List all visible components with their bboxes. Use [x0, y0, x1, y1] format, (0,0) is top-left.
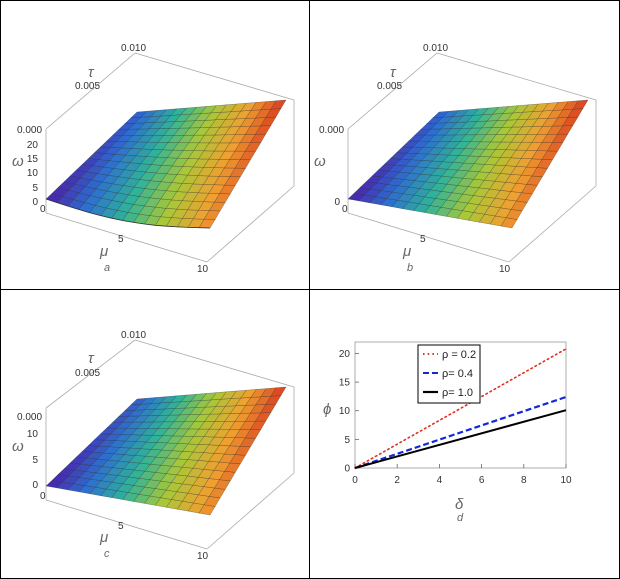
box-edge: [134, 339, 295, 388]
panel-c-ticks: 0 5 10 0.000 0.005 0.010 0 5 10: [17, 330, 209, 562]
panel-d-delta-label: δ: [455, 496, 464, 513]
mu-tick-label: 5: [118, 521, 124, 532]
legend-items: ρ = 0.2 ρ= 0.4 ρ= 1.0: [423, 349, 476, 399]
tau-tick-label: 0.000: [17, 412, 42, 423]
y-tick-label: 10: [339, 406, 351, 417]
mu-tick-label: 10: [197, 264, 209, 275]
box-edge: [134, 52, 295, 101]
x-tick-label: 0: [352, 475, 358, 486]
panel-a-mu-label: μ: [99, 243, 108, 260]
x-tick-label: 10: [560, 475, 572, 486]
surface-patch: [270, 386, 287, 397]
mu-tick-label: 0: [40, 204, 46, 215]
tau-tick-label: 0.005: [377, 81, 402, 92]
box-edge: [45, 339, 136, 409]
y-tick-label: 0: [344, 464, 350, 475]
mu-tick-label: 5: [420, 234, 426, 245]
omega-tick-label: 0: [32, 197, 38, 208]
omega-tick-label: 15: [27, 154, 39, 165]
surface-patch: [270, 99, 287, 110]
panel-d-ticks: 0 2 4 6 8 10 0 5 10 15 20: [339, 349, 572, 486]
x-tick-label: 4: [437, 475, 443, 486]
panel-c-label: c: [104, 548, 110, 560]
tau-tick-label: 0.010: [121, 330, 146, 341]
panel-d-plot-frame: [354, 341, 567, 469]
series-line-2: [354, 395, 567, 470]
tau-tick-label: 0.000: [319, 125, 344, 136]
mu-tick-label: 10: [197, 551, 209, 562]
box-edge: [45, 499, 208, 550]
series-line-1: [354, 348, 567, 469]
box-edge: [45, 52, 136, 130]
y-tick-label: 15: [339, 378, 351, 389]
tau-tick-label: 0.005: [75, 368, 100, 379]
panel-d-series: [354, 348, 567, 470]
tau-tick-label: 0.010: [121, 43, 146, 54]
box-edge: [508, 185, 597, 263]
mu-tick-label: 0: [40, 491, 46, 502]
legend-label: ρ= 0.4: [442, 368, 473, 380]
mu-tick-label: 10: [499, 264, 511, 275]
panel-c-axes: [45, 339, 295, 550]
legend-label: ρ= 1.0: [442, 387, 473, 399]
panel-a-omega-label: ω: [12, 153, 24, 170]
panel-d-phi-label: ϕ: [323, 401, 331, 418]
omega-tick-label: 0: [32, 480, 38, 491]
panel-c-mu-label: μ: [99, 529, 108, 546]
y-tick-label: 5: [344, 435, 350, 446]
omega-tick-label: 5: [32, 455, 38, 466]
box-edge: [436, 52, 597, 101]
mu-tick-label: 0: [342, 204, 348, 215]
panel-c-omega-label: ω: [12, 438, 24, 455]
omega-tick-label: 10: [27, 168, 39, 179]
x-tick-label: 8: [521, 475, 527, 486]
surface-patch: [572, 99, 589, 110]
box-edge: [347, 52, 438, 130]
box-edge: [206, 185, 295, 263]
panel-b-tau-label: τ: [390, 64, 397, 81]
legend-label: ρ = 0.2: [442, 349, 476, 361]
box-edge: [347, 212, 510, 263]
panel-d-label: d: [457, 512, 464, 524]
panel-b-mu-label: μ: [402, 243, 411, 260]
surface-panel-b: 0 5 10 0.000 0.005 0.010 0 τ ω μ b: [314, 43, 597, 275]
omega-tick-label: 10: [27, 429, 39, 440]
panel-c-surface: [45, 386, 287, 516]
panel-b-surface: [347, 99, 589, 229]
panel-a-label: a: [104, 262, 110, 274]
panel-b-omega-label: ω: [314, 153, 326, 170]
panel-d-legend: ρ = 0.2 ρ= 0.4 ρ= 1.0: [417, 344, 481, 404]
surface-front-edge: [45, 198, 211, 229]
panel-c-tau-label: τ: [88, 350, 95, 367]
surface-panel-c: 0 5 10 0.000 0.005 0.010 0 5 10 τ ω μ c: [12, 330, 295, 562]
x-tick-label: 6: [479, 475, 485, 486]
panel-b-label: b: [407, 262, 413, 274]
panel-b-ticks: 0 5 10 0.000 0.005 0.010 0: [319, 43, 511, 275]
box-edge: [45, 212, 208, 263]
panel-a-surface: [45, 99, 287, 229]
panel-b-axes: [347, 52, 597, 263]
omega-tick-label: 5: [32, 183, 38, 194]
series-line-3: [354, 409, 567, 469]
tau-tick-label: 0.010: [423, 43, 448, 54]
box-edge: [206, 472, 295, 550]
tau-tick-label: 0.005: [75, 81, 100, 92]
mu-tick-label: 5: [118, 234, 124, 245]
y-tick-label: 20: [339, 349, 351, 360]
omega-tick-label: 20: [27, 140, 39, 151]
tau-tick-label: 0.000: [17, 125, 42, 136]
panel-a-tau-label: τ: [88, 64, 95, 81]
omega-tick-label: 0: [334, 197, 340, 208]
x-tick-label: 2: [394, 475, 400, 486]
